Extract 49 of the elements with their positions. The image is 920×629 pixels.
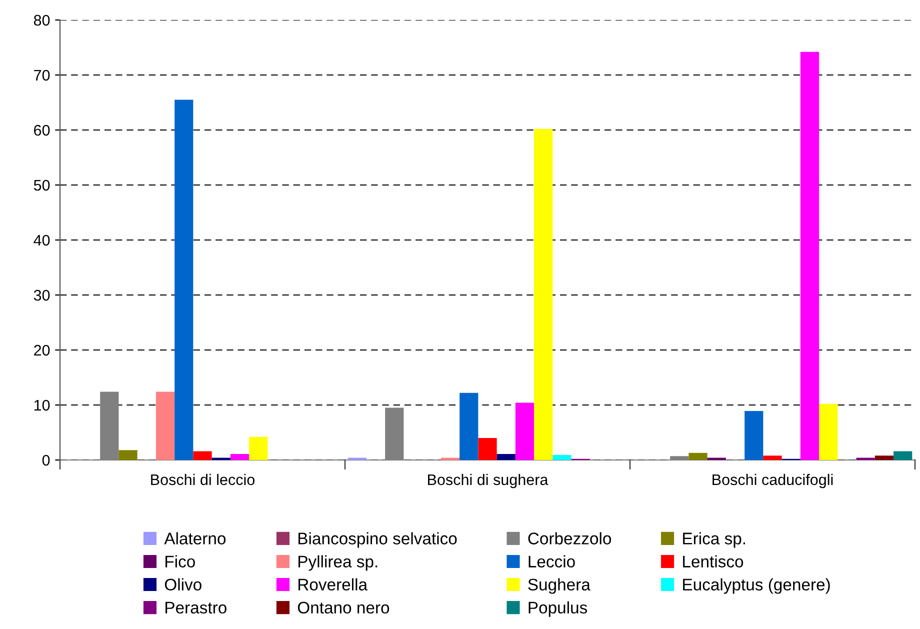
bar — [478, 438, 497, 460]
y-tick-label: 20 — [34, 344, 50, 356]
bar — [156, 392, 175, 460]
legend-label: Fico — [166, 555, 195, 568]
legend-label: Olivo — [164, 578, 202, 591]
x-tick-label: Boschi di leccio — [151, 474, 255, 486]
y-tick-label: 0 — [42, 454, 50, 466]
legend-label: Perastro — [166, 602, 226, 614]
y-tick-label: 70 — [34, 70, 50, 81]
bar — [874, 456, 894, 460]
bar — [552, 455, 572, 460]
legend-label: Biancospino selvatico — [298, 532, 457, 548]
legend-label: Corbezzolo — [528, 532, 612, 544]
bar — [230, 454, 250, 460]
legend-label: Sughera — [528, 578, 590, 594]
y-tick-label: 10 — [34, 400, 50, 411]
bar — [193, 451, 212, 460]
legend-label: Ontano nero — [298, 602, 390, 614]
legend-label: Pyllirea sp. — [298, 555, 378, 571]
legend-label: Alaterno — [164, 532, 226, 544]
bar — [385, 408, 404, 460]
legend-label: Erica sp. — [683, 532, 746, 548]
bar — [688, 452, 708, 460]
bar — [174, 100, 194, 460]
bar — [819, 404, 838, 460]
bar — [800, 52, 820, 460]
legend-label: Lentisco — [683, 555, 744, 568]
bar — [534, 128, 553, 460]
y-tick-label: 80 — [34, 14, 50, 26]
y-tick-label: 30 — [34, 290, 50, 301]
bar — [496, 454, 516, 460]
bar — [249, 436, 268, 460]
y-tick-label: 50 — [34, 180, 50, 191]
legend-label: Leccio — [528, 555, 575, 568]
y-tick-label: 40 — [34, 234, 50, 246]
x-tick-label: Boschi di sughera — [428, 474, 548, 488]
legend-label: Roverella — [298, 578, 368, 591]
legend-label: Populus — [528, 601, 588, 617]
bar — [670, 456, 689, 460]
bar — [460, 392, 478, 460]
y-tick-label: 60 — [34, 124, 50, 136]
bar — [894, 451, 912, 460]
bar — [744, 411, 764, 460]
legend-label: Eucalyptus (genere) — [683, 578, 830, 594]
bar — [515, 402, 534, 460]
x-tick-label: Boschi caducifogli — [712, 474, 833, 488]
bar — [100, 392, 119, 460]
bar — [118, 450, 138, 460]
bar — [763, 456, 782, 460]
